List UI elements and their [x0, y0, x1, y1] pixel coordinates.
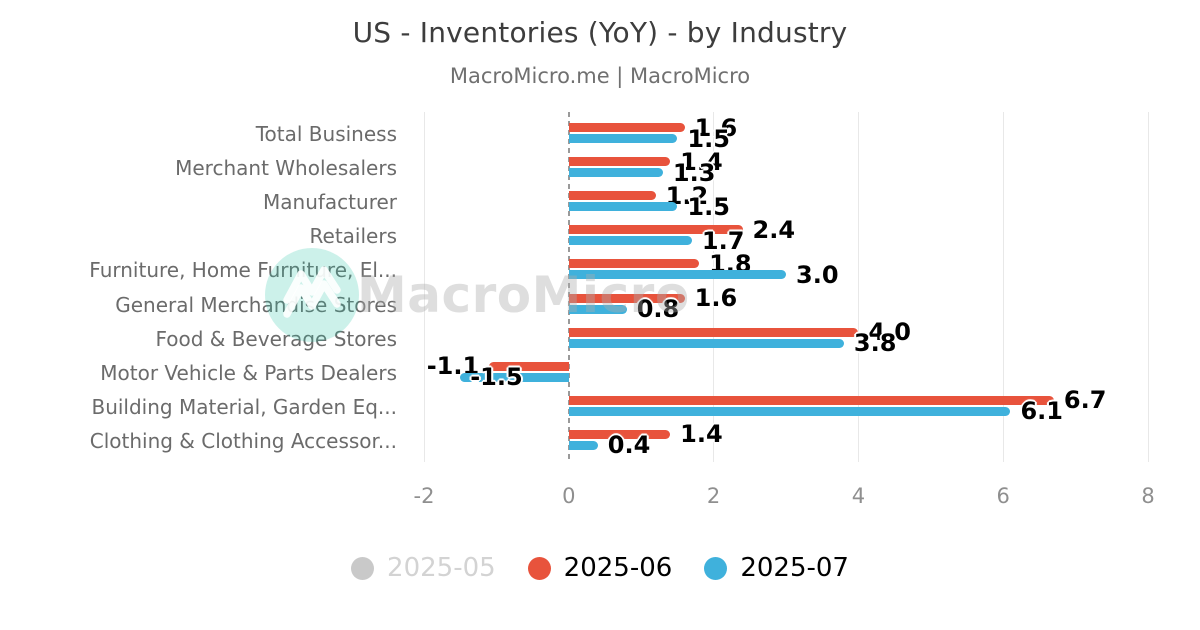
- bar-label: 1.5: [687, 124, 730, 153]
- bar[interactable]: [568, 395, 1054, 405]
- bar[interactable]: [568, 429, 671, 439]
- legend-marker-icon: [527, 556, 551, 580]
- x-axis-tick-label: 2: [706, 484, 721, 508]
- bar-label: 1.6: [694, 284, 738, 312]
- bar[interactable]: [568, 168, 663, 178]
- category-label: General Merchandise Stores: [115, 292, 397, 317]
- bar[interactable]: [568, 123, 685, 132]
- legend-label: 2025-07: [740, 553, 849, 583]
- gridline: [857, 112, 859, 462]
- bar-label: 3.8: [853, 329, 897, 358]
- x-axis-tick-label: 6: [996, 484, 1010, 508]
- bar[interactable]: [568, 270, 786, 280]
- bar-label: 1.5: [687, 192, 730, 221]
- bar[interactable]: [568, 225, 743, 235]
- bar-label: 1.4: [680, 147, 723, 176]
- bar[interactable]: [568, 236, 692, 246]
- gridline: [1147, 112, 1149, 462]
- bar[interactable]: [568, 259, 700, 269]
- bar[interactable]: [568, 304, 627, 314]
- legend-label: 2025-05: [387, 553, 496, 583]
- bar-label: 2.4: [752, 215, 796, 244]
- gridline: [423, 112, 425, 462]
- bar[interactable]: [568, 338, 844, 348]
- category-label: Total Business: [255, 122, 397, 146]
- bar-label: 1.3: [672, 158, 716, 187]
- category-label: Manufacturer: [263, 190, 397, 215]
- category-label: Clothing & Clothing Accessor...: [89, 428, 397, 453]
- bar-label: 3.0: [796, 260, 839, 289]
- bar-label: 1.7: [701, 226, 745, 255]
- bar[interactable]: [568, 406, 1011, 416]
- bar[interactable]: [489, 361, 569, 371]
- x-axis-tick-label: -2: [413, 484, 435, 508]
- category-label: Furniture, Home Furniture, El...: [89, 258, 397, 283]
- category-label: Merchant Wholesalers: [175, 156, 397, 181]
- bar[interactable]: [568, 293, 685, 303]
- x-axis-tick-label: 0: [562, 484, 576, 508]
- legend-marker-icon: [704, 556, 728, 580]
- bar-label: 1.6: [694, 113, 738, 142]
- x-axis-tick-label: 8: [1141, 484, 1155, 508]
- legend-label: 2025-06: [563, 553, 673, 583]
- bar-label: 0.4: [607, 431, 651, 460]
- gridline: [713, 112, 715, 462]
- zero-line: [567, 112, 570, 462]
- legend-item-2025-05[interactable]: 2025-05: [351, 553, 496, 583]
- bar[interactable]: [568, 191, 656, 201]
- bar-label: 0.8: [636, 295, 680, 323]
- bar[interactable]: [568, 327, 859, 337]
- bar-label: 6.7: [1063, 386, 1107, 415]
- category-label: Retailers: [309, 224, 397, 249]
- bar[interactable]: [568, 440, 598, 450]
- bar-label: 4.0: [868, 318, 911, 347]
- bar[interactable]: [568, 202, 678, 212]
- category-label: Building Material, Garden Eq...: [91, 394, 397, 419]
- legend-marker-icon: [351, 556, 375, 580]
- legend-item-2025-07[interactable]: 2025-07: [704, 553, 849, 583]
- category-label: Motor Vehicle & Parts Dealers: [100, 360, 397, 385]
- bar[interactable]: [460, 372, 569, 382]
- bar-label: 1.4: [680, 420, 723, 449]
- bar[interactable]: [568, 134, 678, 143]
- legend-item-2025-06[interactable]: 2025-06: [527, 553, 673, 583]
- chart-title: US - Inventories (YoY) - by Industry: [352, 16, 848, 49]
- gridline: [1002, 112, 1004, 462]
- category-label: Food & Beverage Stores: [155, 326, 397, 351]
- bar[interactable]: [568, 157, 671, 167]
- chart-subtitle: MacroMicro.me | MacroMicro: [449, 64, 751, 88]
- x-axis-tick-label: 4: [851, 484, 866, 508]
- bar-label: -1.5: [470, 363, 523, 392]
- bar-label: 6.1: [1020, 397, 1063, 426]
- legend: 2025-05 2025-06 2025-07: [0, 553, 1200, 583]
